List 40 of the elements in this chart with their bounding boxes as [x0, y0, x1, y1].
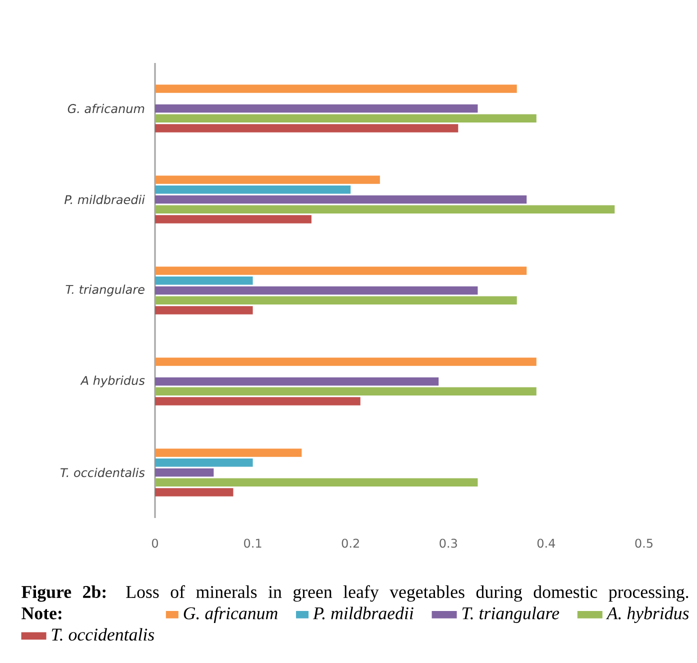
x-tick-label: 0.3: [440, 538, 457, 548]
bar: [155, 185, 351, 194]
y-tick-label: A hybridus: [80, 376, 145, 388]
bar: [155, 124, 458, 132]
y-tick-label: T. triangulare: [66, 284, 144, 296]
bar: [155, 458, 253, 467]
bar: [155, 215, 312, 224]
legend-label: G. africanum: [184, 606, 278, 623]
x-tick-label: 0.1: [244, 538, 262, 548]
bar: [155, 306, 253, 314]
bar: [155, 296, 517, 304]
x-tick-label: 0.5: [635, 538, 652, 548]
bar: [155, 358, 536, 366]
x-tick-label: 0: [152, 538, 158, 548]
y-tick-label: T. occidentalis: [60, 468, 145, 478]
bar: [155, 387, 536, 396]
y-tick-label: P. mildbraedii: [64, 194, 145, 204]
text: Figure 2b: Loss of minerals in green leafy vegetables during domestic processing.: [22, 585, 688, 602]
x-tick-label: 0.4: [537, 538, 556, 548]
bar: [155, 104, 478, 113]
bar: [155, 114, 536, 122]
bar: [155, 176, 380, 184]
legend-label: A. hybridus: [606, 606, 689, 624]
x-tick-label: 0.2: [342, 538, 359, 548]
bar: [155, 377, 439, 386]
y-tick-label: G. africanum: [68, 104, 144, 114]
bar: [155, 195, 527, 204]
text: Note:: [22, 607, 62, 620]
bar: [155, 84, 517, 93]
legend-label: P. mildbraedii: [312, 606, 414, 620]
bar: [155, 276, 253, 285]
bar: [155, 488, 234, 496]
bar: [155, 478, 478, 486]
legend-label: T. triangulare: [462, 606, 560, 623]
bar: [155, 286, 478, 295]
bar: [155, 266, 527, 275]
bar: [155, 468, 214, 477]
bar: [155, 397, 360, 406]
bar: [155, 448, 302, 457]
bar: [155, 205, 615, 214]
